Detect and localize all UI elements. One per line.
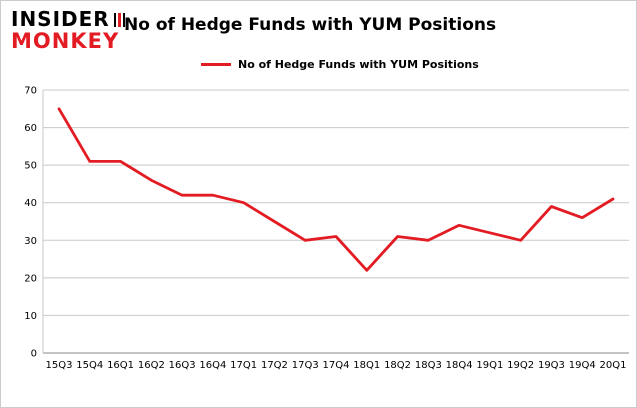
svg-text:70: 70: [24, 86, 37, 97]
line-chart: 0 10 20 30 40 50 60 70 15Q3 15Q4 16Q1 16Q2 16Q3 16Q4 1…: [24, 86, 629, 371]
svg-text:40: 40: [24, 198, 37, 209]
svg-text:50: 50: [24, 161, 37, 172]
legend-label: No of Hedge Funds with YUM Positions: [238, 58, 479, 71]
svg-text:18Q4: 18Q4: [446, 360, 473, 371]
svg-text:17Q2: 17Q2: [261, 360, 288, 371]
barcode-icon: [113, 12, 125, 27]
svg-text:18Q1: 18Q1: [353, 360, 380, 371]
svg-text:16Q4: 16Q4: [199, 360, 226, 371]
insider-monkey-logo: INSIDER MONKEY: [11, 7, 125, 53]
svg-text:20: 20: [24, 273, 37, 284]
svg-text:0: 0: [31, 349, 37, 360]
svg-text:15Q3: 15Q3: [46, 360, 73, 371]
svg-text:16Q1: 16Q1: [107, 360, 134, 371]
logo-text-monkey: MONKEY: [11, 29, 120, 53]
svg-text:30: 30: [24, 236, 37, 247]
svg-text:15Q4: 15Q4: [76, 360, 103, 371]
svg-text:18Q3: 18Q3: [415, 360, 442, 371]
svg-text:19Q4: 19Q4: [569, 360, 596, 371]
svg-text:16Q2: 16Q2: [138, 360, 165, 371]
logo-text-insider: INSIDER: [11, 7, 110, 31]
svg-text:18Q2: 18Q2: [384, 360, 411, 371]
svg-text:16Q3: 16Q3: [169, 360, 196, 371]
svg-text:10: 10: [24, 311, 37, 322]
svg-text:19Q2: 19Q2: [507, 360, 534, 371]
svg-text:20Q1: 20Q1: [600, 360, 627, 371]
page-title: No of Hedge Funds with YUM Positions: [124, 15, 497, 35]
legend-line-swatch: [201, 63, 231, 66]
svg-text:19Q3: 19Q3: [538, 360, 565, 371]
svg-text:17Q4: 17Q4: [323, 360, 350, 371]
svg-text:17Q1: 17Q1: [230, 360, 257, 371]
svg-text:60: 60: [24, 123, 37, 134]
svg-text:19Q1: 19Q1: [476, 360, 503, 371]
svg-text:17Q3: 17Q3: [292, 360, 319, 371]
legend: No of Hedge Funds with YUM Positions: [201, 58, 479, 71]
logo-line-insider: INSIDER: [11, 7, 125, 31]
